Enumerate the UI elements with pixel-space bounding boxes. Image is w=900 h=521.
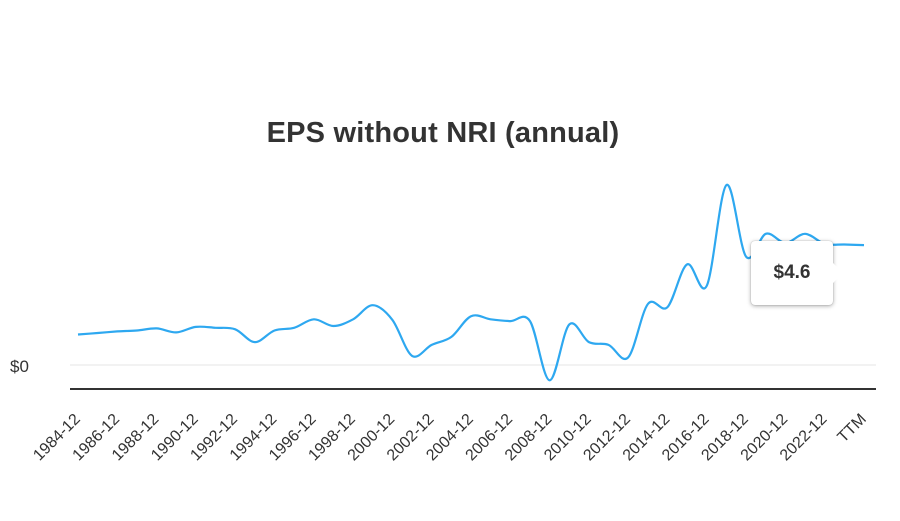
chart-title: EPS without NRI (annual) (266, 117, 620, 149)
tooltip-caret (833, 263, 843, 283)
y-tick-label: $0 (10, 357, 29, 376)
tooltip-value: $4.6 (773, 262, 811, 283)
eps-series-line (77, 183, 865, 382)
x-tick-label: TTM (835, 411, 870, 446)
value-tooltip: $4.6 (751, 241, 843, 305)
